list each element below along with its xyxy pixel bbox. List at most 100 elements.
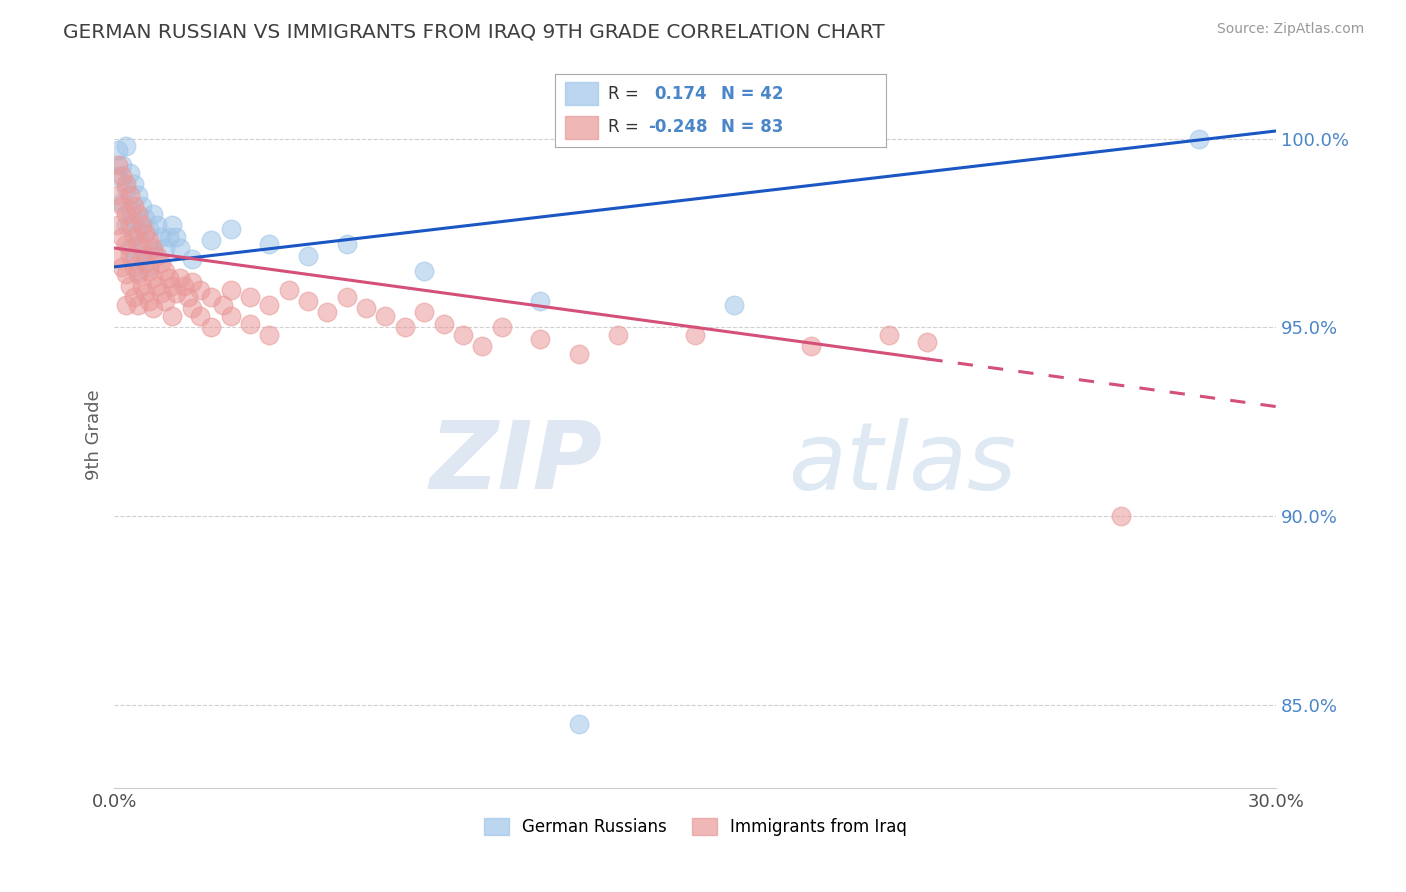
Text: atlas: atlas xyxy=(789,417,1017,508)
Point xyxy=(142,244,165,259)
Point xyxy=(297,248,319,262)
Point xyxy=(138,293,160,308)
Point xyxy=(111,195,134,210)
Point xyxy=(122,214,145,228)
Point xyxy=(336,290,359,304)
Point xyxy=(239,317,262,331)
Point xyxy=(115,219,138,233)
Point xyxy=(354,301,377,316)
Text: 0.174: 0.174 xyxy=(654,85,707,103)
Point xyxy=(211,298,233,312)
Point xyxy=(118,188,141,202)
Text: GERMAN RUSSIAN VS IMMIGRANTS FROM IRAQ 9TH GRADE CORRELATION CHART: GERMAN RUSSIAN VS IMMIGRANTS FROM IRAQ 9… xyxy=(63,22,884,41)
Point xyxy=(200,234,222,248)
Point xyxy=(180,301,202,316)
Point xyxy=(169,241,191,255)
Point xyxy=(149,256,172,270)
FancyBboxPatch shape xyxy=(565,116,599,139)
Text: R =: R = xyxy=(609,119,644,136)
Point xyxy=(142,301,165,316)
Point xyxy=(606,327,628,342)
Point xyxy=(122,290,145,304)
Point xyxy=(1187,131,1209,145)
Point xyxy=(149,229,172,244)
Point xyxy=(297,293,319,308)
Point xyxy=(336,237,359,252)
Text: ZIP: ZIP xyxy=(429,417,602,509)
Point xyxy=(118,165,141,179)
Point xyxy=(146,278,169,293)
Y-axis label: 9th Grade: 9th Grade xyxy=(86,390,103,480)
Text: N = 42: N = 42 xyxy=(721,85,783,103)
Point xyxy=(127,237,149,252)
Point xyxy=(131,199,153,213)
Point xyxy=(111,158,134,172)
Point xyxy=(115,139,138,153)
Point xyxy=(115,268,138,282)
Point xyxy=(169,271,191,285)
Point xyxy=(800,339,823,353)
Point xyxy=(413,305,436,319)
FancyBboxPatch shape xyxy=(565,82,599,105)
Point xyxy=(111,199,134,213)
Point xyxy=(432,317,454,331)
Point xyxy=(118,203,141,218)
Point xyxy=(127,226,149,240)
Point xyxy=(118,278,141,293)
Point xyxy=(157,229,180,244)
Point xyxy=(107,143,129,157)
Point xyxy=(115,180,138,194)
Point xyxy=(131,219,153,233)
Point xyxy=(723,298,745,312)
Point xyxy=(146,248,169,262)
Point xyxy=(131,237,153,252)
Point xyxy=(134,286,156,301)
Point xyxy=(277,283,299,297)
Point xyxy=(115,207,138,221)
Point xyxy=(177,290,200,304)
Text: Source: ZipAtlas.com: Source: ZipAtlas.com xyxy=(1216,22,1364,37)
Point xyxy=(180,252,202,267)
Point xyxy=(118,219,141,233)
Point xyxy=(107,219,129,233)
Point xyxy=(683,327,706,342)
Point xyxy=(149,286,172,301)
Point xyxy=(219,222,242,236)
Point xyxy=(107,169,129,184)
Point xyxy=(122,260,145,274)
Point xyxy=(188,309,211,323)
Point xyxy=(1109,509,1132,524)
Point xyxy=(259,298,281,312)
Point xyxy=(146,219,169,233)
Point xyxy=(374,309,396,323)
Text: R =: R = xyxy=(609,85,650,103)
Point xyxy=(127,268,149,282)
Point xyxy=(122,177,145,191)
Point xyxy=(131,278,153,293)
Point xyxy=(165,229,187,244)
Point xyxy=(568,347,591,361)
Point xyxy=(162,309,184,323)
Point xyxy=(200,290,222,304)
Point xyxy=(111,229,134,244)
Point xyxy=(568,716,591,731)
Point xyxy=(115,237,138,252)
Point xyxy=(165,286,187,301)
Point xyxy=(239,290,262,304)
Point xyxy=(118,241,141,255)
Point xyxy=(529,293,551,308)
Point xyxy=(142,271,165,285)
Point xyxy=(134,226,156,240)
Point xyxy=(122,229,145,244)
Point xyxy=(115,298,138,312)
Point xyxy=(138,263,160,277)
Point xyxy=(127,298,149,312)
Point xyxy=(316,305,339,319)
Point xyxy=(115,177,138,191)
Point xyxy=(173,278,195,293)
Point xyxy=(188,283,211,297)
Point xyxy=(142,207,165,221)
Point xyxy=(138,222,160,236)
Point xyxy=(138,260,160,274)
Point xyxy=(134,211,156,225)
